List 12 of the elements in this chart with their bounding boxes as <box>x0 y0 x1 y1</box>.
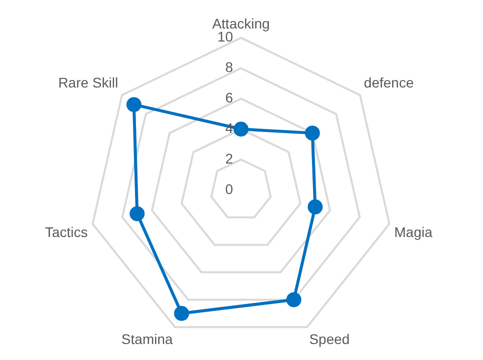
y-tick-label: 8 <box>225 59 234 76</box>
spoke-label: Magia <box>394 224 433 240</box>
spoke-label: defence <box>364 74 414 90</box>
spoke-label: Speed <box>309 330 350 347</box>
spoke-label: Tactics <box>44 224 88 240</box>
spoke-label: Stamina <box>121 330 174 347</box>
y-tick-label: 2 <box>225 150 234 166</box>
spoke-label: Rare Skill <box>58 74 118 90</box>
y-tick-label: 0 <box>225 180 234 197</box>
y-tick-label: 10 <box>217 28 234 45</box>
y-tick-label: 6 <box>225 90 234 106</box>
spoke-label: Attacking <box>212 15 270 32</box>
